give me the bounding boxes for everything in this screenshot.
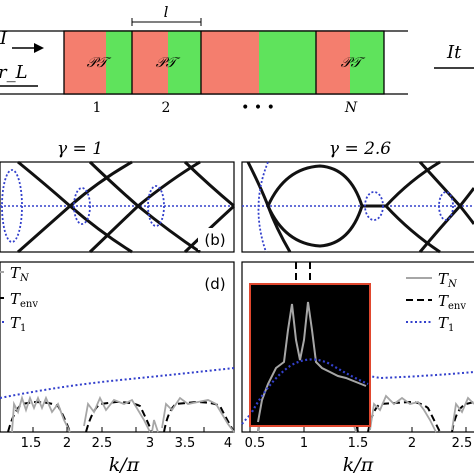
pt-label: 𝒫𝒯 — [87, 55, 112, 71]
panel-b-label: (b) — [204, 231, 225, 249]
band-left-curve — [88, 160, 201, 254]
cell-2-gain — [168, 31, 201, 94]
cell-1-gain — [106, 31, 132, 94]
trans-left-tick-label: 2 — [63, 436, 71, 451]
incident-arrow-head — [34, 43, 44, 53]
band-left-loop — [147, 185, 165, 227]
transmitted-label: It — [446, 42, 462, 63]
band-right-curve — [418, 187, 474, 253]
gamma-right-title: γ = 2.6 — [329, 139, 391, 159]
trans-left-dip — [151, 419, 159, 433]
cell-number-1: 1 — [93, 100, 102, 116]
cell-number-n: N — [344, 100, 358, 116]
pt-label: 𝒫𝒯 — [341, 55, 366, 71]
legend-left: TN Tenv T1 — [0, 264, 38, 334]
band-right-loop — [438, 191, 454, 221]
panel-b-label-bg — [198, 228, 232, 250]
band-left-frame — [0, 161, 235, 253]
cell-number-2: 2 — [162, 100, 171, 116]
trans-left-tick-label: 1.5 — [21, 436, 42, 451]
band-panel-right — [241, 160, 474, 254]
band-right-curve — [384, 204, 441, 254]
transmission-panel-right: TN Tenv T1 0.5 1 1.5 2 2.5 k/π — [241, 261, 474, 474]
legend-left-tenv-sub: env — [20, 299, 38, 310]
band-right-loop — [364, 191, 384, 221]
trans-left-tick-label: 4 — [224, 436, 232, 451]
trans-left-tick-label: 3.5 — [175, 436, 196, 451]
trans-right-tick-label: 2.5 — [452, 436, 473, 451]
cell-n-gain — [350, 31, 384, 94]
trans-left-tick-label: 2.5 — [92, 436, 113, 451]
cell-mid-gain — [259, 31, 316, 94]
inset-t1-line — [251, 358, 369, 413]
trans-right-tenv-spike — [295, 262, 311, 284]
cell-ellipsis: • • • — [241, 100, 275, 116]
incident-label: I — [0, 28, 8, 49]
cell-mid-loss — [201, 31, 259, 94]
trans-left-tn-line — [11, 394, 235, 433]
legend-left-tn-sub: N — [19, 273, 30, 284]
transmission-panel-left: (d) TN Tenv T1 1.5 2 2.5 3 3.5 4 k/π — [0, 261, 235, 474]
legend-right-tenv-sub: env — [448, 301, 466, 312]
trans-left-frame — [0, 261, 235, 433]
pt-label: 𝒫𝒯 — [156, 55, 181, 71]
band-left-loop — [1, 169, 23, 243]
inset-frame — [249, 283, 371, 427]
legend-left-t1-sub: 1 — [20, 323, 26, 334]
trans-right-tick-label: 1.5 — [348, 436, 369, 451]
legend-right-tn-sub: N — [447, 279, 458, 290]
band-right-dotted-arc — [257, 161, 269, 253]
trans-left-tick-label: 3 — [146, 436, 154, 451]
band-left-curve — [17, 160, 133, 254]
reflected-label: r_L — [0, 62, 28, 83]
trans-right-tick-label: 1 — [300, 436, 308, 451]
legend-right-t1-sub: 1 — [448, 323, 454, 334]
band-panel-left: (b) — [0, 160, 236, 254]
inset-tn-line — [257, 301, 367, 423]
cell-2-loss — [132, 31, 168, 94]
trans-right-tick-label: 0.5 — [245, 436, 266, 451]
trans-right-tick-label: 2 — [408, 436, 416, 451]
cell-1-loss — [64, 31, 106, 94]
cell-length-label: l — [164, 3, 169, 21]
gamma-left-title: γ = 1 — [57, 139, 103, 159]
panel-d-label-bg — [198, 272, 232, 294]
inset-plot — [249, 283, 371, 427]
band-left-loop — [73, 187, 91, 225]
panel-d-label: (d) — [204, 275, 225, 293]
cells-outline — [63, 30, 385, 95]
trans-left-xlabel: k/π — [109, 454, 140, 474]
schematic: 𝒫𝒯 𝒫𝒯 𝒫𝒯 l 1 2 • • • N I r_L It — [0, 3, 474, 116]
band-left-curve — [183, 160, 235, 208]
trans-right-xlabel: k/π — [343, 454, 374, 474]
cell-n-loss — [316, 31, 350, 94]
band-right-curve — [384, 160, 441, 208]
